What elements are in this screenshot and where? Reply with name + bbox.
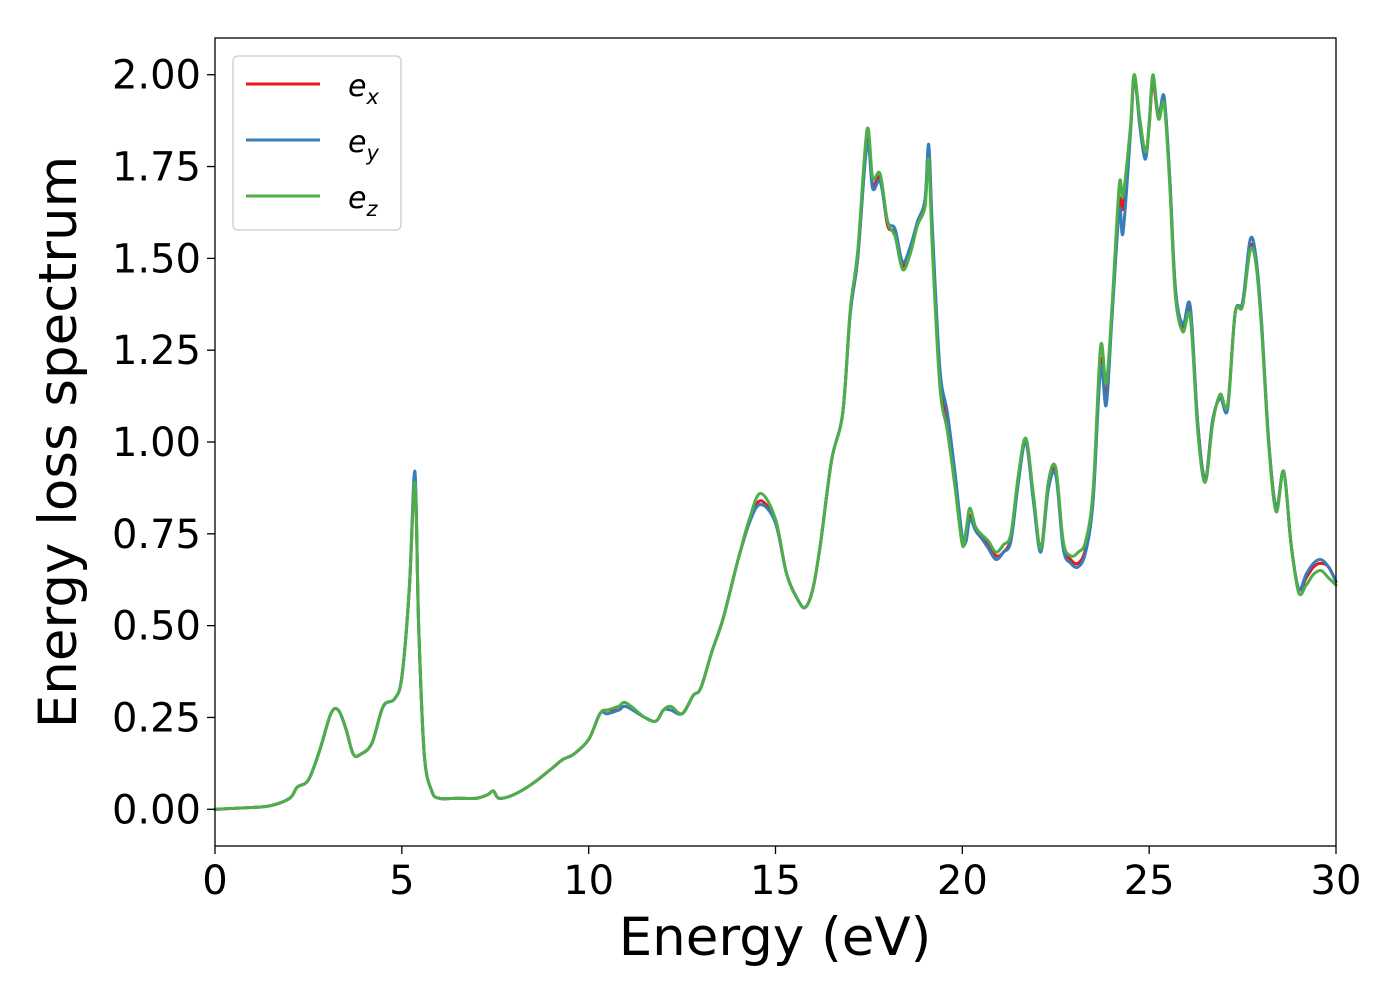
y-tick-label: 2.00	[112, 53, 201, 99]
y-tick-label: 0.00	[112, 787, 201, 833]
y-tick-label: 0.75	[112, 512, 201, 558]
y-tick-label: 1.00	[112, 420, 201, 466]
legend: ex ey ez	[232, 55, 402, 231]
x-axis-label: Energy (eV)	[619, 907, 932, 968]
legend-label-e-x: ex	[348, 69, 379, 109]
legend-label-e-z: ez	[348, 181, 378, 221]
y-tick-label: 0.50	[112, 604, 201, 650]
series-line-e-z	[213, 73, 1338, 811]
y-axis-label: Energy loss spectrum	[28, 156, 89, 728]
y-tick-label: 1.75	[112, 145, 201, 191]
x-tick-label: 0	[202, 858, 227, 904]
legend-frame	[232, 55, 402, 231]
y-tick-label: 1.50	[112, 236, 201, 282]
x-tick-label: 30	[1311, 858, 1362, 904]
x-tick-label: 25	[1124, 858, 1175, 904]
y-tick-label: 0.25	[112, 695, 201, 741]
x-tick-label: 20	[937, 858, 988, 904]
x-tick-label: 10	[563, 858, 614, 904]
legend-label-e-y: ey	[348, 125, 379, 165]
x-tick-label: 5	[389, 858, 414, 904]
y-tick-label: 1.25	[112, 328, 201, 374]
x-tick-label: 15	[750, 858, 801, 904]
